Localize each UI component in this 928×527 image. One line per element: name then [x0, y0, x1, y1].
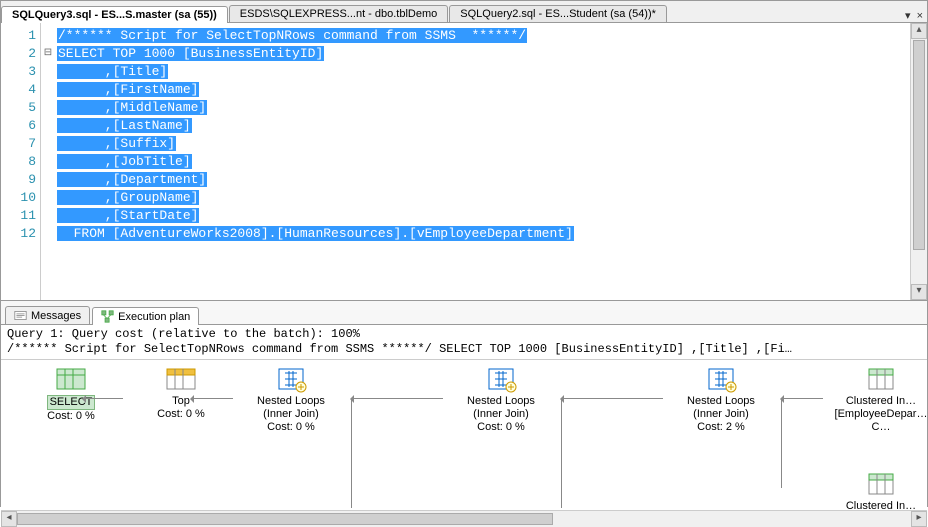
plan-arrow — [781, 398, 823, 399]
editor-vertical-scrollbar[interactable]: ▴ ▾ — [910, 23, 927, 300]
document-tabs: SQLQuery3.sql - ES...S.master (sa (55)) … — [1, 1, 927, 23]
plan-node-label: Nested Loops — [231, 395, 351, 408]
scroll-right-icon[interactable]: ▸ — [911, 511, 927, 527]
fold-mark[interactable]: ⊟ — [41, 45, 55, 63]
scroll-down-icon[interactable]: ▾ — [911, 284, 927, 300]
plan-node-sublabel: (Inner Join) — [441, 408, 561, 421]
tab-controls: ▾ × — [905, 9, 927, 22]
tab-execution-plan[interactable]: Execution plan — [92, 307, 199, 325]
plan-node-label: Nested Loops — [441, 395, 561, 408]
plan-node-nl1[interactable]: Nested Loops(Inner Join)Cost: 0 % — [231, 365, 351, 434]
plan-node-icon — [165, 365, 197, 393]
scroll-track[interactable] — [17, 511, 911, 527]
scroll-up-icon[interactable]: ▴ — [911, 23, 927, 39]
result-tabs: Messages Execution plan — [1, 301, 927, 325]
plan-node-icon — [485, 365, 517, 393]
tab-tbldemo[interactable]: ESDS\SQLEXPRESS...nt - dbo.tblDemo — [229, 5, 448, 22]
line-number-gutter: 1 2 3 4 5 6 7 8 9 10 11 12 — [1, 23, 41, 300]
execution-plan-icon — [101, 310, 114, 323]
code-line: ,[MiddleName] — [57, 100, 207, 115]
line-number: 1 — [1, 27, 36, 45]
tab-query3[interactable]: SQLQuery3.sql - ES...S.master (sa (55)) — [1, 6, 228, 23]
plan-horizontal-scrollbar[interactable]: ◂ ▸ — [1, 510, 927, 527]
plan-node-cost: Cost: 0 % — [441, 421, 561, 434]
plan-node-label: Nested Loops — [661, 395, 781, 408]
line-number: 12 — [1, 225, 36, 243]
code-line: FROM [AdventureWorks2008].[HumanResource… — [57, 226, 574, 241]
tab-messages-label: Messages — [31, 310, 81, 322]
code-line: /****** Script for SelectTopNRows comman… — [57, 28, 527, 43]
plan-node-top[interactable]: TopCost: 0 % — [121, 365, 241, 421]
line-number: 5 — [1, 99, 36, 117]
plan-connector — [351, 398, 352, 508]
line-number: 4 — [1, 81, 36, 99]
code-line: ,[Title] — [57, 64, 168, 79]
plan-arrow — [191, 398, 233, 399]
line-number: 11 — [1, 207, 36, 225]
plan-node-cost: Cost: 0 % — [11, 410, 131, 423]
plan-connector — [561, 398, 562, 508]
plan-node-label: Clustered In… — [821, 395, 927, 408]
plan-node-sublabel: (Inner Join) — [661, 408, 781, 421]
plan-node-icon — [55, 365, 87, 393]
code-line: ,[GroupName] — [57, 190, 199, 205]
code-line: ,[LastName] — [57, 118, 192, 133]
plan-node-icon — [865, 470, 897, 498]
plan-node-select[interactable]: SELECTCost: 0 % — [11, 365, 131, 423]
code-line: ,[StartDate] — [57, 208, 199, 223]
plan-node-icon — [275, 365, 307, 393]
plan-node-sublabel: (Inner Join) — [231, 408, 351, 421]
plan-connector — [781, 398, 782, 488]
plan-node-ci2[interactable]: Clustered In…[Department].[… — [821, 470, 927, 510]
plan-arrow — [83, 398, 123, 399]
line-number: 9 — [1, 171, 36, 189]
plan-node-cost: Cost: 0 % — [121, 408, 241, 421]
tab-execution-plan-label: Execution plan — [118, 311, 190, 323]
code-line: SELECT TOP 1000 [BusinessEntityID] — [57, 46, 324, 61]
scroll-thumb[interactable] — [913, 40, 925, 250]
plan-node-sublabel: [EmployeeDepar… — [821, 408, 927, 421]
tab-close-icon[interactable]: × — [917, 10, 923, 22]
plan-node-label: Clustered In… — [821, 500, 927, 510]
line-number: 6 — [1, 117, 36, 135]
fold-gutter: ⊟ — [41, 23, 55, 300]
line-number: 3 — [1, 63, 36, 81]
line-number: 8 — [1, 153, 36, 171]
plan-query-line: /****** Script for SelectTopNRows comman… — [7, 342, 921, 357]
code-line: ,[FirstName] — [57, 82, 199, 97]
plan-node-icon — [865, 365, 897, 393]
tab-query2[interactable]: SQLQuery2.sql - ES...Student (sa (54))* — [449, 5, 667, 22]
scroll-thumb[interactable] — [17, 513, 553, 525]
plan-arrow — [351, 398, 443, 399]
code-line: ,[Department] — [57, 172, 207, 187]
plan-node-cost: Cost: 2 % — [661, 421, 781, 434]
scroll-left-icon[interactable]: ◂ — [1, 511, 17, 527]
line-number: 7 — [1, 135, 36, 153]
execution-plan-canvas[interactable]: SELECTCost: 0 %TopCost: 0 %Nested Loops(… — [1, 360, 927, 510]
plan-node-label: Top — [121, 395, 241, 408]
plan-node-nl3[interactable]: Nested Loops(Inner Join)Cost: 2 % — [661, 365, 781, 434]
plan-cost-line: Query 1: Query cost (relative to the bat… — [7, 327, 921, 342]
plan-node-nl2[interactable]: Nested Loops(Inner Join)Cost: 0 % — [441, 365, 561, 434]
sql-editor: 1 2 3 4 5 6 7 8 9 10 11 12 ⊟ /****** Scr… — [1, 23, 927, 301]
line-number: 2 — [1, 45, 36, 63]
plan-arrow — [561, 398, 663, 399]
fold-mark — [41, 27, 55, 45]
tab-dropdown-icon[interactable]: ▾ — [905, 9, 911, 22]
plan-node-cost: C… — [821, 421, 927, 434]
plan-node-icon — [705, 365, 737, 393]
plan-node-cost: Cost: 0 % — [231, 421, 351, 434]
messages-icon — [14, 309, 27, 322]
code-area[interactable]: /****** Script for SelectTopNRows comman… — [55, 23, 910, 300]
plan-node-ci1[interactable]: Clustered In…[EmployeeDepar…C… — [821, 365, 927, 434]
code-line: ,[Suffix] — [57, 136, 176, 151]
line-number: 10 — [1, 189, 36, 207]
tab-messages[interactable]: Messages — [5, 306, 90, 324]
code-line: ,[JobTitle] — [57, 154, 192, 169]
plan-header: Query 1: Query cost (relative to the bat… — [1, 325, 927, 360]
